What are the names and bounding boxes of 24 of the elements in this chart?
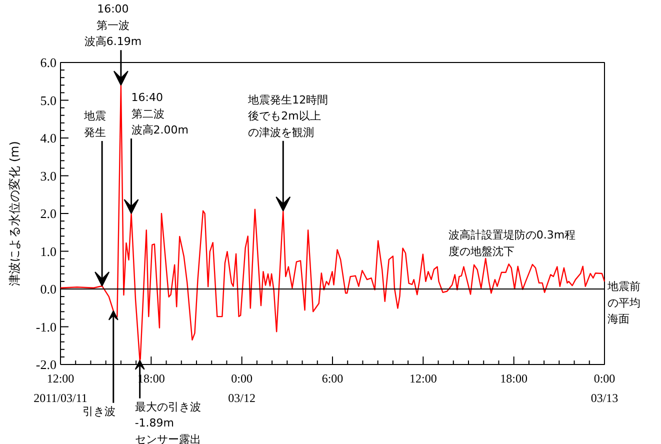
x-tick-label: 12:00 — [410, 372, 437, 386]
annotation: 引き波 — [82, 404, 116, 418]
x-tick-label: 0:00 03/12 — [228, 372, 256, 406]
annotation: 地震発生12時間後でも2m以上の津波を観測 — [247, 93, 328, 139]
x-tick-label: 18:00 — [500, 372, 528, 386]
y-tick-label: 2.0 — [40, 206, 56, 221]
y-tick-label: 1.0 — [40, 244, 56, 259]
x-tick-label: 6:00 — [322, 372, 344, 386]
y-axis-title: 津波による水位の変化 (m) — [8, 141, 22, 286]
annotation: 波高計設置堤防の0.3m程度の地盤沈下 — [448, 228, 576, 258]
y-tick-label: 0.0 — [40, 282, 56, 296]
y-tick-label: 6.0 — [40, 55, 56, 70]
annotation: 16:00第一波波高6.19m — [84, 2, 142, 48]
x-tick-label: 0:00 03/13 — [590, 372, 618, 406]
y-tick-label: 5.0 — [40, 92, 56, 108]
annotation: 16:40第二波波高2.00m — [131, 91, 188, 136]
annotation: 最大の引き波-1.89mセンサー露出 — [134, 400, 201, 444]
ref-line-label: 地震前の平均海面 — [606, 280, 640, 326]
annotation: 地震発生 — [83, 110, 106, 139]
x-tick-label: 12:00 2011/03/11 — [34, 372, 88, 406]
y-tick-label: 4.0 — [40, 130, 56, 146]
y-tick-label: 3.0 — [40, 168, 56, 184]
y-tick-label: -1.0 — [36, 319, 57, 334]
y-tick-label: -2.0 — [36, 357, 57, 372]
